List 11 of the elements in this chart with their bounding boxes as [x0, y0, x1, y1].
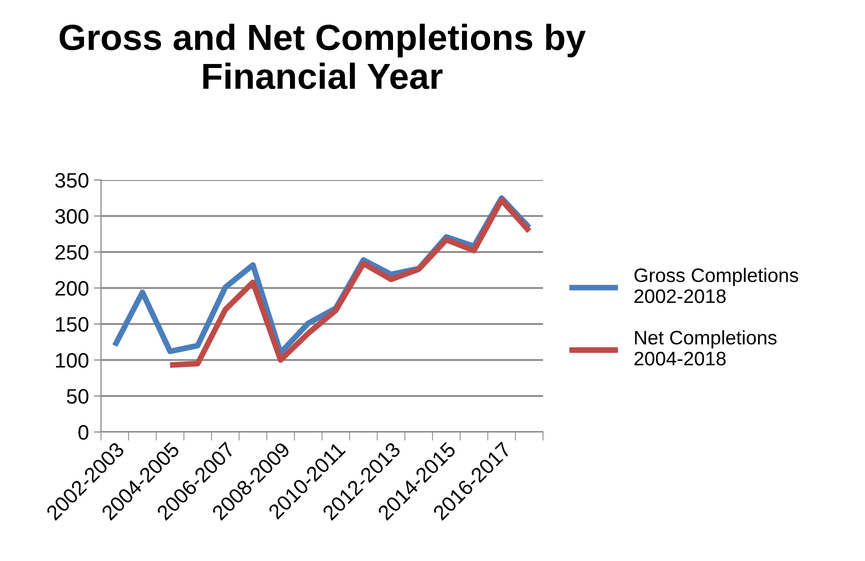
- chart-title: Gross and Net Completions by Financial Year: [60, 24, 586, 90]
- y-tick-label: 350: [55, 173, 88, 188]
- y-tick-label: 0: [78, 425, 88, 440]
- y-tick-label: 150: [56, 317, 88, 332]
- y-tick-label: 250: [55, 245, 88, 260]
- y-tick-label: 200: [55, 281, 88, 296]
- legend-label: Gross Completions 2002-2018: [634, 268, 798, 304]
- legend-label: Net Completions 2004-2018: [634, 330, 777, 366]
- y-tick-label: 100: [56, 353, 88, 368]
- y-tick-label: 50: [66, 389, 88, 404]
- y-tick-label: 300: [55, 209, 88, 224]
